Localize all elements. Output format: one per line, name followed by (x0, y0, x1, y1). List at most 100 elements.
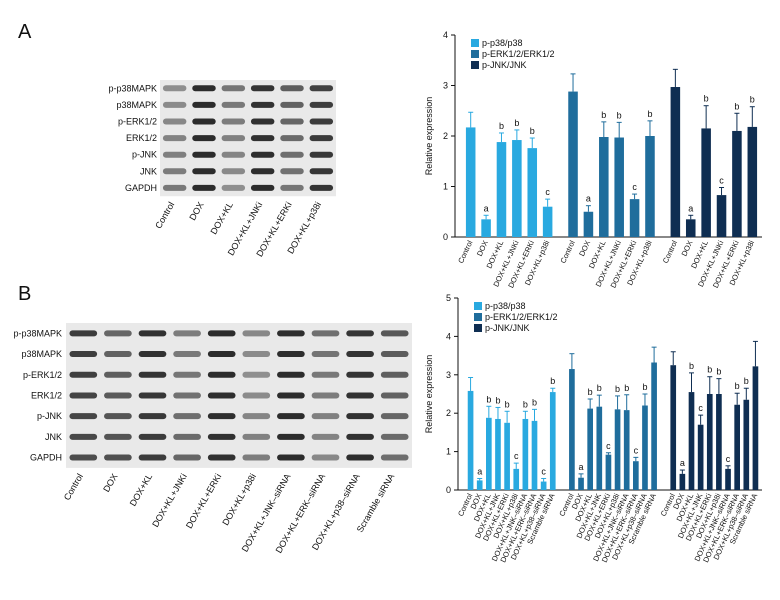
significance-letter: c (719, 176, 724, 186)
blot-band (346, 371, 374, 378)
blot-band (104, 330, 132, 337)
legend-label: p-p38/p38 (485, 301, 526, 311)
blot-band (309, 118, 334, 125)
y-tick-label: 2 (446, 408, 451, 418)
significance-letter: b (530, 126, 535, 136)
significance-letter: b (597, 383, 602, 393)
blot-band (207, 392, 236, 399)
y-tick-label: 2 (443, 131, 448, 141)
blot-band (242, 330, 271, 337)
blot-band (380, 392, 409, 399)
significance-letter: c (634, 445, 639, 455)
blot-band (69, 330, 98, 337)
blot-band (277, 413, 305, 420)
bar (633, 461, 639, 490)
bar (725, 468, 731, 490)
blot-band (280, 118, 304, 125)
blot-band (192, 118, 216, 125)
blot-band (221, 184, 246, 191)
blot-band (173, 351, 201, 358)
significance-letter: a (688, 203, 693, 213)
significance-letter: b (642, 382, 647, 392)
blot-band (250, 118, 275, 125)
blot-band (309, 168, 334, 175)
significance-letter: b (601, 110, 606, 120)
bar (614, 137, 624, 237)
blot-lane-label: DOX+KL (128, 472, 155, 508)
blot-band (221, 85, 246, 92)
blot-band (221, 151, 246, 158)
blot-band (138, 371, 167, 378)
y-axis-label: Relative expression (424, 97, 434, 176)
blot-band (192, 151, 216, 158)
significance-letter: c (545, 187, 550, 197)
significance-letter: b (734, 101, 739, 111)
significance-letter: b (499, 121, 504, 131)
blot-band (104, 392, 132, 399)
significance-letter: c (541, 466, 546, 476)
blot-lane-label: DOX+KL+ERKi (184, 472, 223, 530)
blot-band (221, 135, 246, 142)
blot-band (277, 330, 305, 337)
blot-band (280, 135, 304, 142)
bar (568, 91, 578, 237)
blot-band (250, 101, 275, 108)
y-tick-label: 1 (446, 447, 451, 457)
significance-letter: c (606, 441, 611, 451)
legend-label: p-ERK1/2/ERK1/2 (485, 312, 558, 322)
blot-band (250, 168, 275, 175)
bar (732, 130, 742, 237)
y-tick-label: 0 (446, 485, 451, 495)
significance-letter: b (615, 384, 620, 394)
bar (549, 392, 556, 490)
blot-row-label: GAPDH (125, 183, 157, 193)
blot-band (309, 85, 334, 92)
y-tick-label: 5 (446, 293, 451, 303)
blot-band (162, 85, 187, 92)
blot-band (311, 433, 340, 440)
blot-band (280, 101, 304, 108)
blot-band (207, 371, 236, 378)
blot-band (250, 85, 275, 92)
significance-letter: b (750, 95, 755, 105)
blot-background (160, 80, 336, 197)
legend-label: p-p38/p38 (482, 38, 523, 48)
blot-band (280, 168, 304, 175)
blot-band (104, 351, 132, 358)
bar (495, 418, 501, 490)
blot-band (280, 184, 304, 191)
blot-band (173, 454, 201, 461)
blot-band (311, 392, 340, 399)
bar (542, 206, 553, 237)
blot-band (242, 392, 271, 399)
blot-band (69, 433, 98, 440)
blot-band (192, 184, 216, 191)
bar (465, 127, 476, 237)
significance-letter: b (735, 381, 740, 391)
bar (670, 365, 677, 490)
blot-row-label: ERK1/2 (31, 390, 62, 400)
bar (486, 417, 492, 490)
blot-row-label: p-p38MAPK (13, 328, 62, 338)
blot-band (309, 184, 334, 191)
y-tick-label: 0 (443, 232, 448, 242)
bar (679, 473, 686, 490)
bar (752, 366, 759, 490)
significance-letter: b (505, 399, 510, 409)
bar (645, 136, 655, 237)
y-tick-label: 4 (446, 331, 451, 341)
blot-lane-label: DOX (187, 200, 205, 222)
blot-band (207, 433, 236, 440)
blot-band (104, 454, 132, 461)
significance-letter: b (617, 110, 622, 120)
blot-row-label: p38MAPK (116, 100, 157, 110)
blot-band (69, 413, 98, 420)
y-tick-label: 3 (446, 370, 451, 380)
bar (697, 424, 704, 490)
blot-band (380, 433, 409, 440)
blot-band (207, 413, 236, 420)
blot-lane-label: Scramble siRNA (355, 472, 397, 534)
significance-letter: b (532, 397, 537, 407)
x-tick-label: DOX (680, 239, 695, 258)
blot-band (138, 454, 167, 461)
